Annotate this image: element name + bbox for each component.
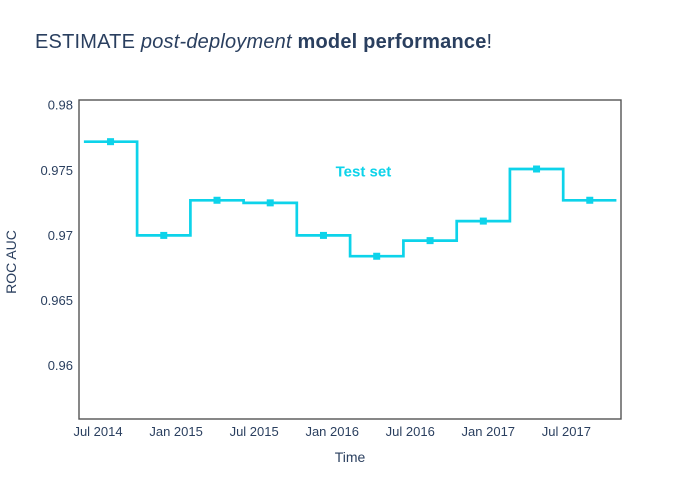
data-point-marker: [426, 237, 434, 245]
y-tick-label: 0.98: [48, 98, 73, 113]
y-axis-title: ROC AUC: [3, 230, 19, 294]
x-axis-title: Time: [335, 449, 366, 465]
data-point-marker: [107, 138, 115, 146]
y-tick-label: 0.97: [48, 228, 73, 243]
y-tick-label: 0.965: [40, 293, 73, 308]
x-tick-label: Jan 2017: [462, 424, 516, 439]
data-point-marker: [160, 231, 168, 239]
x-tick-label: Jul 2015: [230, 424, 279, 439]
title-phrase-post-deployment: post-deployment: [140, 31, 298, 53]
series-label-test-set: Test set: [336, 164, 392, 181]
data-point-marker: [266, 199, 274, 207]
y-tick-label: 0.96: [48, 358, 73, 373]
x-tick-label: Jul 2016: [386, 424, 435, 439]
y-tick-label: 0.975: [40, 163, 73, 178]
plot-border: [78, 99, 622, 420]
data-point-marker: [479, 217, 487, 225]
chart-title: ESTIMATE post-deployment model performan…: [35, 31, 492, 54]
test-set-step-line: [83, 140, 617, 258]
x-tick-label: Jan 2016: [305, 424, 359, 439]
data-point-marker: [586, 196, 594, 204]
data-point-marker: [373, 252, 381, 260]
title-phrase-model-performance: model performance: [297, 31, 487, 53]
data-point-marker: [213, 196, 221, 204]
data-point-marker: [533, 165, 541, 173]
title-word-estimate: ESTIMATE: [35, 31, 141, 53]
x-tick-label: Jul 2017: [542, 424, 591, 439]
x-tick-label: Jan 2015: [149, 424, 203, 439]
data-point-marker: [319, 231, 327, 239]
title-exclamation: !: [486, 31, 493, 53]
x-tick-label: Jul 2014: [73, 424, 122, 439]
